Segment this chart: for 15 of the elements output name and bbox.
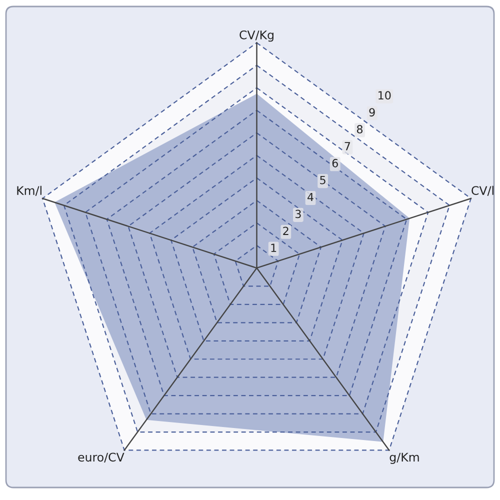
y-tick-label: 5 — [320, 176, 326, 184]
y-tick-label: 7 — [344, 142, 350, 150]
y-tick-label: 8 — [356, 125, 363, 134]
spoke-label: g/Km — [390, 452, 419, 464]
spoke-label: CV/Kg — [240, 30, 274, 42]
y-tick-label: 2 — [283, 226, 288, 235]
spoke-label: CV/l — [472, 186, 494, 196]
y-tick-label: 10 — [378, 91, 391, 100]
y-tick-label: 9 — [369, 108, 375, 116]
y-tick-label: 1 — [271, 244, 276, 252]
y-tick-label: 6 — [332, 158, 338, 168]
y-tick-label: 3 — [296, 210, 301, 218]
spoke-label: euro/CV — [78, 452, 124, 463]
spoke-label: Km/l — [17, 186, 42, 196]
y-tick-label: 4 — [308, 192, 314, 202]
